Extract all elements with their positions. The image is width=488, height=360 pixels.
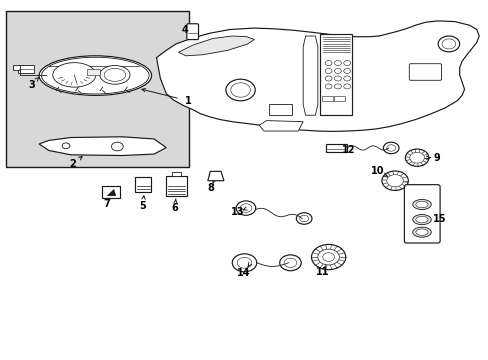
Ellipse shape xyxy=(100,66,130,84)
Text: 14: 14 xyxy=(236,268,250,278)
FancyBboxPatch shape xyxy=(186,24,198,40)
Text: 9: 9 xyxy=(432,153,439,163)
Text: 2: 2 xyxy=(69,159,76,169)
Polygon shape xyxy=(39,137,166,156)
Polygon shape xyxy=(303,36,317,115)
FancyBboxPatch shape xyxy=(6,11,189,167)
FancyBboxPatch shape xyxy=(322,96,332,101)
FancyBboxPatch shape xyxy=(334,96,345,101)
Ellipse shape xyxy=(104,68,125,81)
Text: 5: 5 xyxy=(139,201,146,211)
FancyBboxPatch shape xyxy=(404,185,439,243)
Ellipse shape xyxy=(412,199,430,210)
Ellipse shape xyxy=(41,57,149,94)
FancyBboxPatch shape xyxy=(135,177,151,192)
FancyBboxPatch shape xyxy=(102,186,120,198)
Text: 11: 11 xyxy=(315,267,329,277)
Polygon shape xyxy=(259,121,303,131)
FancyBboxPatch shape xyxy=(13,65,20,70)
Text: 10: 10 xyxy=(370,166,384,176)
Text: 15: 15 xyxy=(432,213,446,224)
Polygon shape xyxy=(107,189,116,196)
FancyBboxPatch shape xyxy=(408,64,441,80)
Text: 6: 6 xyxy=(171,203,178,213)
Ellipse shape xyxy=(39,56,151,95)
Text: 4: 4 xyxy=(181,25,188,35)
Text: 12: 12 xyxy=(342,145,355,156)
Text: 3: 3 xyxy=(28,80,35,90)
Text: 7: 7 xyxy=(103,199,110,210)
Text: 1: 1 xyxy=(184,96,191,106)
Ellipse shape xyxy=(415,201,427,208)
FancyBboxPatch shape xyxy=(171,172,181,176)
Ellipse shape xyxy=(415,216,427,223)
Polygon shape xyxy=(268,104,292,115)
Ellipse shape xyxy=(53,63,96,87)
Polygon shape xyxy=(320,34,351,115)
Ellipse shape xyxy=(412,227,430,237)
Polygon shape xyxy=(178,36,254,56)
FancyBboxPatch shape xyxy=(325,144,346,152)
FancyBboxPatch shape xyxy=(18,65,34,73)
Ellipse shape xyxy=(415,229,427,235)
Ellipse shape xyxy=(412,215,430,225)
Text: 8: 8 xyxy=(207,183,214,193)
Polygon shape xyxy=(207,171,224,181)
Text: 13: 13 xyxy=(231,207,244,217)
FancyBboxPatch shape xyxy=(165,176,187,196)
FancyBboxPatch shape xyxy=(86,69,100,75)
Polygon shape xyxy=(156,21,478,131)
